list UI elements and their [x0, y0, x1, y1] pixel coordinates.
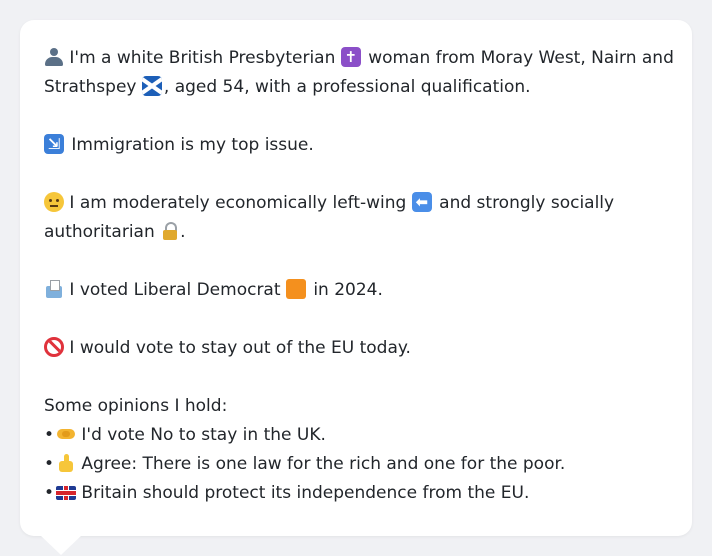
top-issue-line: ⇲ Immigration is my top issue. [44, 131, 672, 160]
eu-stance-line: I would vote to stay out of the EU today… [44, 334, 672, 363]
bullet: • [44, 425, 55, 445]
vote-text-b: in 2024. [313, 280, 383, 300]
economics-line-2: authoritarian . [44, 218, 672, 247]
bullet: • [44, 483, 55, 503]
eu-stance-text: I would vote to stay out of the EU today… [69, 338, 411, 358]
economics-text-a: I am moderately economically left-wing [69, 193, 407, 213]
opinion-text: I'd vote No to stay in the UK. [81, 425, 326, 445]
opinion-text: Britain should protect its independence … [81, 483, 530, 503]
thinking-face-icon [44, 192, 64, 212]
economics-line-1: I am moderately economically left-wing ⬅… [44, 189, 672, 218]
speech-bubble-tail [40, 535, 82, 555]
opinions-heading: Some opinions I hold: [44, 396, 228, 416]
opinion-text: Agree: There is one law for the rich and… [81, 454, 566, 474]
intro-line-1: I'm a white British Presbyterian ✝ woman… [44, 44, 674, 73]
uk-flag-icon [56, 486, 76, 500]
list-item: • I'd vote No to stay in the UK. [44, 421, 672, 450]
thumbs-up-icon [56, 453, 76, 473]
latin-cross-icon: ✝ [340, 47, 361, 67]
lock-icon [160, 221, 180, 241]
economics-text-d: . [180, 222, 186, 242]
intro-text-c: Strathspey [44, 77, 137, 97]
left-arrow-icon: ⬅ [411, 192, 432, 212]
person-icon [44, 47, 64, 67]
vote-line: I voted Liberal Democrat in 2024. [44, 276, 672, 305]
prohibited-icon [44, 337, 64, 357]
economics-text-c: authoritarian [44, 222, 155, 242]
bullet: • [44, 454, 55, 474]
scotland-flag-icon [141, 76, 162, 96]
list-item: • Agree: There is one law for the rich a… [44, 450, 672, 479]
ballot-box-icon [44, 279, 64, 299]
profile-card: I'm a white British Presbyterian ✝ woman… [20, 20, 692, 536]
orange-square-icon [285, 279, 306, 299]
intro-text-d: , aged 54, with a professional qualifica… [163, 77, 531, 97]
handshake-icon [56, 424, 76, 444]
immigration-icon: ⇲ [44, 134, 64, 154]
vote-text-a: I voted Liberal Democrat [69, 280, 281, 300]
intro-text-b: woman from Moray West, Nairn and [368, 48, 674, 68]
list-item: • Britain should protect its independenc… [44, 479, 672, 508]
economics-text-b: and strongly socially [439, 193, 615, 213]
intro-line-2: Strathspey , aged 54, with a professiona… [44, 73, 672, 102]
intro-text-a: I'm a white British Presbyterian [69, 48, 336, 68]
top-issue-text: Immigration is my top issue. [71, 135, 314, 155]
